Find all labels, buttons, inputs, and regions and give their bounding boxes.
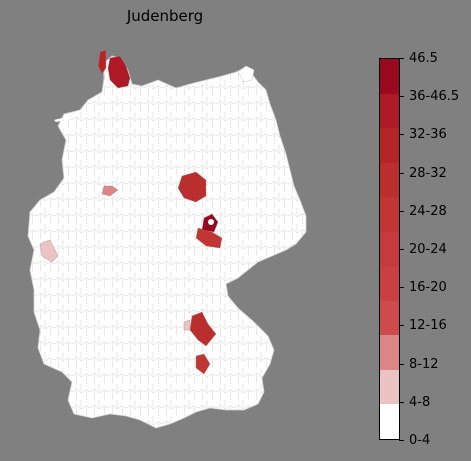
colorbar-tick <box>399 325 404 327</box>
colorbar-label: 24-28 <box>409 203 447 219</box>
colorbar-segment <box>380 231 399 267</box>
colorbar-segment <box>380 335 399 370</box>
colorbar-label: 28-32 <box>409 165 447 181</box>
colorbar-segment <box>380 369 399 405</box>
colorbar-segment <box>380 59 399 94</box>
colorbar-label: 46.5 <box>409 51 438 66</box>
colorbar-segment <box>380 93 399 129</box>
district-borders <box>28 56 306 428</box>
colorbar-tick <box>399 210 404 212</box>
colorbar-segment <box>380 266 399 301</box>
colorbar-label: 12-16 <box>409 318 447 334</box>
region-nuremberg <box>183 319 191 331</box>
colorbar-label: 0-4 <box>409 433 431 448</box>
colorbar-label: 4-8 <box>409 394 431 410</box>
region-north-schleswig <box>107 55 131 89</box>
colorbar-tick <box>399 172 404 174</box>
colorbar-tick <box>399 287 404 289</box>
frisian-islands <box>54 116 70 122</box>
region-central-east <box>177 171 207 203</box>
region-halle <box>195 227 223 249</box>
colorbar-segment <box>380 162 399 198</box>
colorbar-tick <box>399 440 404 441</box>
colorbar-tick <box>399 96 404 98</box>
colorbar-tick <box>399 134 404 136</box>
map-title: Judenberg <box>126 7 204 25</box>
colorbar-segment <box>380 197 399 232</box>
colorbar-tick <box>399 401 404 403</box>
colorbar <box>379 58 400 440</box>
colorbar-label: 20-24 <box>409 242 447 257</box>
colorbar-label: 32-36 <box>409 127 447 143</box>
colorbar-label: 8-12 <box>409 356 439 372</box>
colorbar-label: 16-20 <box>409 280 447 296</box>
colorbar-segment <box>380 404 399 440</box>
ruegen-island <box>237 65 255 83</box>
colorbar-label: 36-46.5 <box>409 89 460 105</box>
colorbar-tick <box>399 363 404 365</box>
region-sylt-islands <box>97 49 107 75</box>
region-regensburg <box>189 311 217 347</box>
colorbar-segment <box>380 128 399 163</box>
colorbar-tick <box>399 249 404 250</box>
colorbar-segment <box>380 300 399 336</box>
leipzig-hole <box>208 219 214 225</box>
region-southwest <box>39 239 59 263</box>
region-west <box>101 185 119 197</box>
region-ingolstadt <box>195 353 211 375</box>
colorbar-tick <box>399 58 404 59</box>
